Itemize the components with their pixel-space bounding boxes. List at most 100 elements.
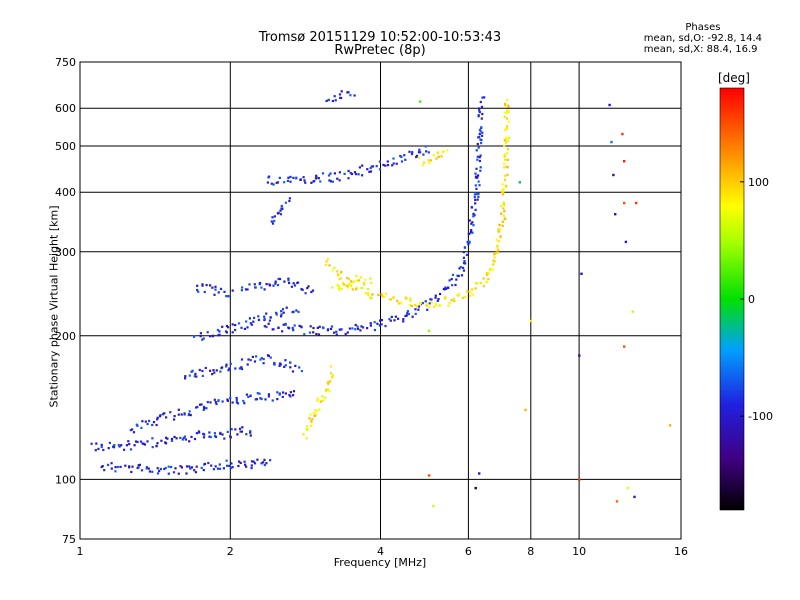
data-point: [256, 392, 259, 395]
data-point: [119, 465, 122, 468]
data-point: [435, 157, 438, 160]
data-point: [473, 193, 476, 196]
data-point: [329, 365, 333, 368]
data-point: [113, 444, 116, 447]
data-point: [354, 173, 358, 176]
data-point: [265, 283, 268, 286]
data-point: [337, 288, 341, 291]
data-point: [283, 181, 286, 184]
data-point: [454, 283, 457, 287]
data-point: [107, 463, 110, 466]
data-point: [465, 253, 468, 256]
data-point: [305, 428, 308, 431]
data-point: [337, 273, 340, 276]
data-point: [481, 134, 484, 137]
data-point: [452, 297, 455, 300]
data-point: [194, 471, 197, 474]
data-point: [380, 293, 383, 296]
data-point: [631, 310, 634, 313]
data-point: [202, 337, 205, 340]
data-point: [493, 256, 496, 259]
data-point: [479, 281, 482, 284]
data-point: [209, 435, 212, 439]
phase-stats-heading: Phases: [685, 22, 721, 33]
data-point: [221, 366, 224, 369]
data-point: [504, 174, 507, 177]
data-point: [460, 274, 464, 277]
data-point: [235, 401, 238, 404]
data-point: [462, 256, 465, 259]
data-point: [615, 500, 619, 503]
x-axis-label: Frequency [MHz]: [333, 556, 427, 569]
data-point: [503, 145, 506, 148]
data-point: [395, 162, 398, 165]
data-point: [418, 148, 421, 151]
data-point: [283, 365, 286, 368]
data-point: [479, 169, 482, 172]
data-point: [200, 466, 203, 469]
data-point: [346, 331, 349, 334]
data-point: [350, 280, 353, 283]
data-point: [410, 153, 414, 156]
data-point: [362, 326, 365, 329]
data-point: [458, 267, 461, 270]
data-point: [110, 462, 113, 465]
data-point: [273, 219, 276, 223]
data-point: [271, 399, 274, 402]
data-point: [289, 395, 292, 398]
data-point: [148, 470, 151, 473]
data-point: [501, 224, 504, 227]
data-point: [340, 287, 343, 290]
data-point: [156, 418, 159, 421]
data-point: [464, 295, 467, 299]
data-point: [269, 459, 272, 462]
data-point: [329, 327, 333, 330]
data-point: [338, 328, 341, 331]
data-point: [462, 269, 466, 272]
data-point: [463, 260, 466, 263]
data-point: [386, 164, 390, 167]
data-point: [193, 335, 196, 338]
data-point: [390, 315, 393, 318]
data-point: [326, 257, 330, 260]
data-point: [250, 464, 253, 467]
data-point: [165, 436, 168, 439]
data-point: [430, 301, 433, 304]
data-point: [498, 228, 501, 231]
data-point: [333, 95, 336, 98]
data-point: [329, 379, 332, 383]
data-point: [336, 177, 339, 180]
data-point: [503, 153, 506, 156]
data-point: [476, 198, 479, 201]
data-point: [287, 279, 290, 282]
data-point: [214, 288, 217, 291]
data-point: [358, 166, 361, 169]
data-point: [467, 243, 470, 246]
data-point: [470, 222, 473, 225]
data-point: [244, 463, 247, 466]
data-point: [414, 308, 417, 311]
data-point: [284, 201, 287, 204]
data-point: [494, 251, 497, 255]
data-point: [202, 436, 206, 439]
data-point: [496, 251, 499, 254]
data-point: [203, 290, 206, 294]
data-point: [386, 160, 389, 163]
data-point: [128, 443, 131, 446]
data-point: [255, 355, 258, 358]
data-point: [501, 189, 504, 192]
data-point: [472, 293, 475, 296]
data-point: [346, 286, 350, 289]
data-point: [234, 328, 237, 332]
data-point: [315, 174, 318, 177]
data-point: [370, 165, 373, 168]
data-point: [424, 300, 427, 303]
data-point: [184, 377, 187, 380]
data-point: [347, 177, 350, 180]
data-point: [351, 327, 354, 330]
data-point: [139, 440, 143, 443]
data-point: [240, 289, 243, 292]
data-point: [309, 325, 312, 328]
phase-stats: Phases mean, sd,O: -92.8, 14.4 mean, sd,…: [644, 22, 762, 55]
data-point: [203, 433, 206, 436]
